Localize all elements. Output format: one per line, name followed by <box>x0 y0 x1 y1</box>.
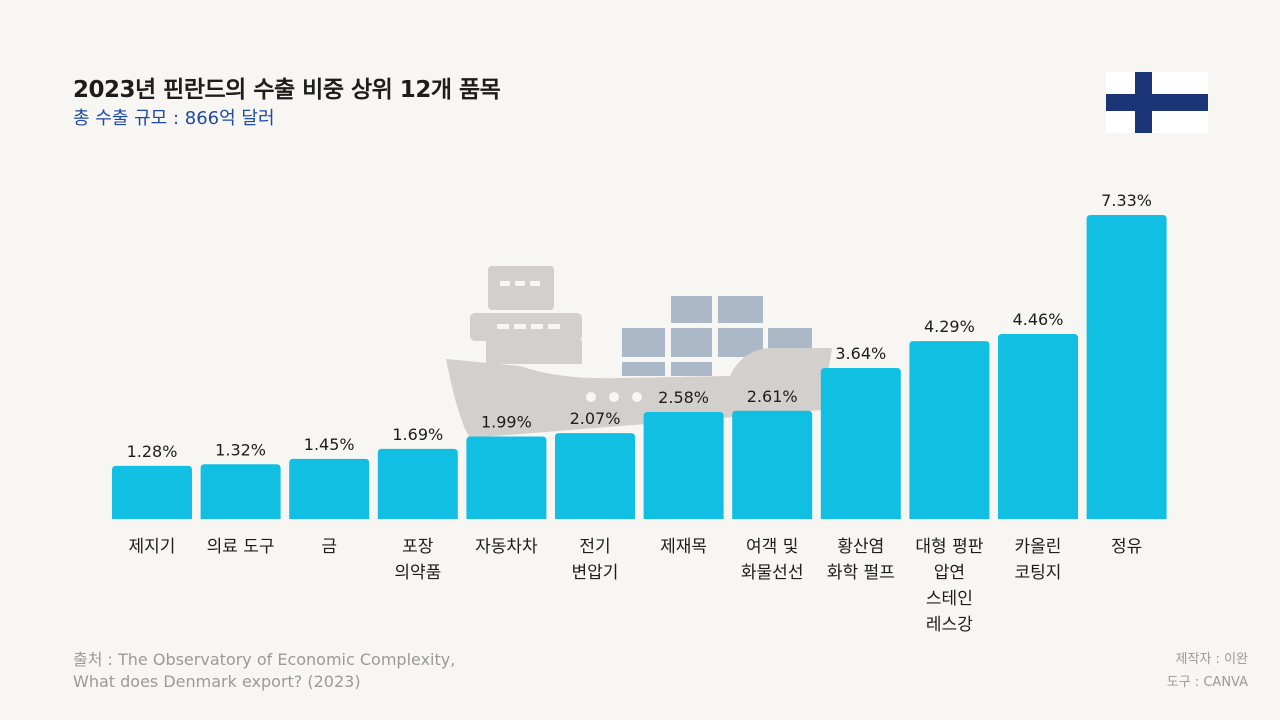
category-label: 제재목 <box>660 537 708 557</box>
maker-credit: 제작자 : 이완 <box>1175 652 1248 667</box>
ship-container <box>671 296 712 323</box>
bar <box>732 410 813 519</box>
ship-container <box>622 328 665 357</box>
ship-porthole <box>586 392 596 402</box>
category-label: 대형 평판 압연 스테인 레스강 <box>915 537 984 635</box>
ship-window <box>531 324 543 329</box>
bar <box>377 448 458 519</box>
data-label: 1.32% <box>215 440 266 459</box>
ship-container <box>671 362 712 376</box>
category-label: 여객 및 화물선선 <box>740 537 804 583</box>
ship-window <box>497 324 509 329</box>
ship-container <box>671 328 712 357</box>
bar <box>643 411 724 519</box>
data-label: 7.33% <box>1101 191 1152 210</box>
data-label: 2.07% <box>570 409 621 428</box>
data-label: 1.99% <box>481 412 532 431</box>
bar <box>466 436 547 519</box>
credits: 제작자 : 이완 도구 : CANVA <box>1167 648 1248 694</box>
data-label: 1.45% <box>304 435 355 454</box>
flag-cross-horizontal <box>1106 94 1208 111</box>
category-label: 제지기 <box>128 537 176 557</box>
ship-container <box>622 362 665 376</box>
ship-bridge-base <box>486 340 582 364</box>
bar <box>1086 215 1167 519</box>
category-label: 카올린 코팅지 <box>1014 537 1062 583</box>
ship-bridge-top <box>488 266 554 310</box>
bar <box>555 433 635 519</box>
finland-flag-icon <box>1106 72 1208 133</box>
bar <box>200 464 281 519</box>
bar <box>998 334 1078 519</box>
category-label: 전기 변압기 <box>571 537 619 583</box>
ship-porthole <box>632 392 642 402</box>
data-label: 4.46% <box>1013 310 1064 329</box>
ship-porthole <box>609 392 619 402</box>
category-label: 금 <box>321 537 337 557</box>
category-label: 정유 <box>1110 537 1143 557</box>
ship-window <box>514 324 526 329</box>
ship-window <box>500 281 510 286</box>
ship-container <box>718 296 763 323</box>
ship-window <box>548 324 560 329</box>
data-label: 1.28% <box>127 442 178 461</box>
bar <box>289 458 370 519</box>
chart-subtitle: 총 수출 규모 : 866억 달러 <box>73 108 275 129</box>
bar <box>112 465 192 519</box>
tool-credit: 도구 : CANVA <box>1166 675 1248 690</box>
bar-series <box>112 215 1167 519</box>
ship-window <box>515 281 525 286</box>
data-labels: 1.28% 1.32% 1.45% 1.69% 1.99% 2.07% 2.58% 2.61%… <box>127 191 1152 461</box>
source-note: 출처 : The Observatory of Economic Complex… <box>73 650 456 691</box>
bar <box>820 368 901 519</box>
data-label: 1.69% <box>392 425 443 444</box>
bar <box>909 341 990 519</box>
category-label: 포장 의약품 <box>394 537 442 583</box>
category-label: 황산염 화학 펄프 <box>826 537 895 583</box>
data-label: 3.64% <box>835 344 886 363</box>
category-label: 의료 도구 <box>206 537 275 557</box>
data-label: 2.58% <box>658 388 709 407</box>
ship-window <box>530 281 540 286</box>
category-label: 자동차차 <box>475 537 538 557</box>
data-label: 4.29% <box>924 317 975 336</box>
chart-title: 2023년 핀란드의 수출 비중 상위 12개 품목 <box>73 77 501 103</box>
data-label: 2.61% <box>747 387 798 406</box>
